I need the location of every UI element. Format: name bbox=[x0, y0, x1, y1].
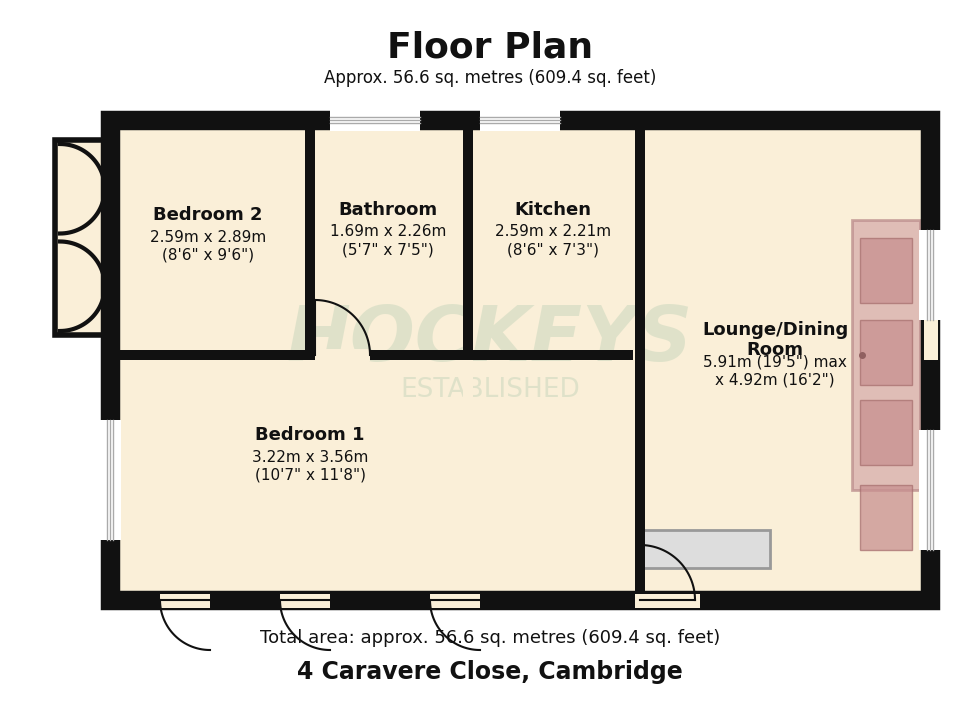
Bar bbox=[430, 594, 480, 608]
Bar bbox=[110, 120, 930, 600]
Bar bbox=[99, 420, 121, 540]
Text: Approx. 56.6 sq. metres (609.4 sq. feet): Approx. 56.6 sq. metres (609.4 sq. feet) bbox=[323, 69, 657, 87]
Bar bbox=[160, 594, 210, 608]
Text: 2.59m x 2.89m: 2.59m x 2.89m bbox=[150, 229, 267, 244]
Bar bbox=[635, 594, 700, 608]
Bar bbox=[860, 320, 912, 385]
Bar bbox=[635, 127, 645, 600]
Text: ESTABLISHED: ESTABLISHED bbox=[400, 377, 580, 403]
Text: Floor Plan: Floor Plan bbox=[387, 31, 593, 65]
Bar bbox=[919, 230, 941, 320]
Bar bbox=[110, 120, 930, 600]
Text: (10'7" x 11'8"): (10'7" x 11'8") bbox=[255, 468, 366, 483]
Polygon shape bbox=[60, 144, 105, 234]
Bar bbox=[852, 220, 920, 490]
Text: (5'7" x 7'5"): (5'7" x 7'5") bbox=[342, 243, 434, 258]
Text: Bedroom 1: Bedroom 1 bbox=[255, 426, 365, 444]
Bar bbox=[117, 350, 633, 360]
Text: Total area: approx. 56.6 sq. metres (609.4 sq. feet): Total area: approx. 56.6 sq. metres (609… bbox=[260, 629, 720, 647]
Bar bbox=[305, 127, 315, 355]
Text: 2.59m x 2.21m: 2.59m x 2.21m bbox=[495, 224, 612, 239]
Text: (8'6" x 9'6"): (8'6" x 9'6") bbox=[162, 248, 254, 263]
Bar bbox=[315, 349, 370, 361]
Bar bbox=[480, 109, 560, 131]
Bar bbox=[330, 109, 420, 131]
Polygon shape bbox=[60, 241, 105, 331]
Text: HOCKEYS: HOCKEYS bbox=[287, 303, 693, 377]
Text: Bathroom: Bathroom bbox=[338, 201, 437, 219]
Bar bbox=[860, 238, 912, 303]
Bar bbox=[463, 127, 473, 362]
Text: (8'6" x 7'3"): (8'6" x 7'3") bbox=[507, 243, 599, 258]
Text: Lounge/Dining
Room: Lounge/Dining Room bbox=[702, 320, 848, 360]
Text: Kitchen: Kitchen bbox=[514, 201, 592, 219]
Bar bbox=[860, 485, 912, 550]
Bar bbox=[463, 360, 473, 420]
Text: 3.22m x 3.56m: 3.22m x 3.56m bbox=[252, 449, 368, 464]
Text: 4 Caravere Close, Cambridge: 4 Caravere Close, Cambridge bbox=[297, 660, 683, 684]
Bar bbox=[860, 400, 912, 465]
Text: 5.91m (19'5") max: 5.91m (19'5") max bbox=[703, 355, 847, 370]
Bar bbox=[280, 594, 330, 608]
Bar bbox=[924, 280, 938, 360]
Text: x 4.92m (16'2"): x 4.92m (16'2") bbox=[715, 372, 835, 387]
Bar bbox=[919, 430, 941, 550]
Bar bbox=[640, 530, 770, 568]
Text: 1.69m x 2.26m: 1.69m x 2.26m bbox=[330, 224, 446, 239]
Bar bbox=[55, 140, 115, 335]
Text: Bedroom 2: Bedroom 2 bbox=[153, 206, 263, 224]
